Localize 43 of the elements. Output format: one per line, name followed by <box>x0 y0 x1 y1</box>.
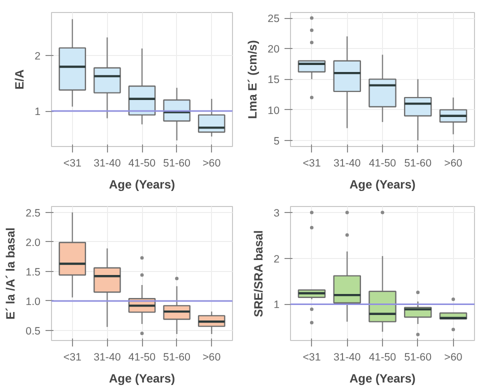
x-tick-label: 31-40 <box>333 158 361 170</box>
x-axis-title: Age (Years) <box>108 372 176 386</box>
x-tick-label: <31 <box>63 352 82 364</box>
x-axis-title: Age (Years) <box>349 178 416 192</box>
y-tick-label: 1 <box>274 299 280 312</box>
y-axis-title: E/A <box>12 69 27 90</box>
x-tick-label: 51-60 <box>163 158 191 170</box>
y-tick-label: 1.0 <box>26 296 41 308</box>
x-tick-label: >60 <box>444 352 462 364</box>
x-tick-label: <31 <box>63 158 82 170</box>
y-tick-label: 1 <box>34 106 41 118</box>
x-tick-label: >60 <box>444 158 462 170</box>
x-tick-label: 31-40 <box>333 352 361 364</box>
x-axis-title: Age (Years) <box>108 178 176 192</box>
x-tick-label: >60 <box>202 352 221 364</box>
x-tick-label: 41-50 <box>128 158 156 170</box>
x-tick-label: <31 <box>302 158 321 170</box>
y-tick-label: 2.5 <box>26 207 41 220</box>
y-tick-label: 2.0 <box>26 236 41 249</box>
x-tick-label: 41-50 <box>128 352 156 364</box>
y-tick-label: 3 <box>274 207 280 220</box>
y-tick-label: 0.5 <box>26 325 41 338</box>
x-tick-label: 41-50 <box>368 158 396 170</box>
y-axis-title: SRE/SRA basal <box>252 230 266 318</box>
y-tick-label: 2 <box>274 253 280 266</box>
x-tick-label: <31 <box>302 352 321 364</box>
x-tick-label: 51-60 <box>163 352 191 364</box>
x-tick-label: 31-40 <box>94 352 121 364</box>
y-tick-label: 1.5 <box>26 266 41 278</box>
x-axis-title: Age (Years) <box>349 372 416 386</box>
y-tick-label: 25 <box>268 13 280 26</box>
x-tick-label: 51-60 <box>404 352 432 364</box>
y-tick-label: 2 <box>34 50 41 63</box>
x-tick-label: 41-50 <box>368 352 396 364</box>
y-tick-label: 10 <box>268 104 280 117</box>
x-tick-label: 31-40 <box>94 158 121 170</box>
y-tick-label: 5 <box>274 135 280 148</box>
y-tick-label: 20 <box>268 44 280 56</box>
y-tick-label: 15 <box>268 74 280 86</box>
y-axis-title: E´ la /A´ la basal <box>4 227 18 320</box>
y-axis-title: Lma E´ (cm/s) <box>246 40 260 119</box>
x-tick-label: >60 <box>202 158 221 170</box>
x-tick-label: 51-60 <box>404 158 432 170</box>
